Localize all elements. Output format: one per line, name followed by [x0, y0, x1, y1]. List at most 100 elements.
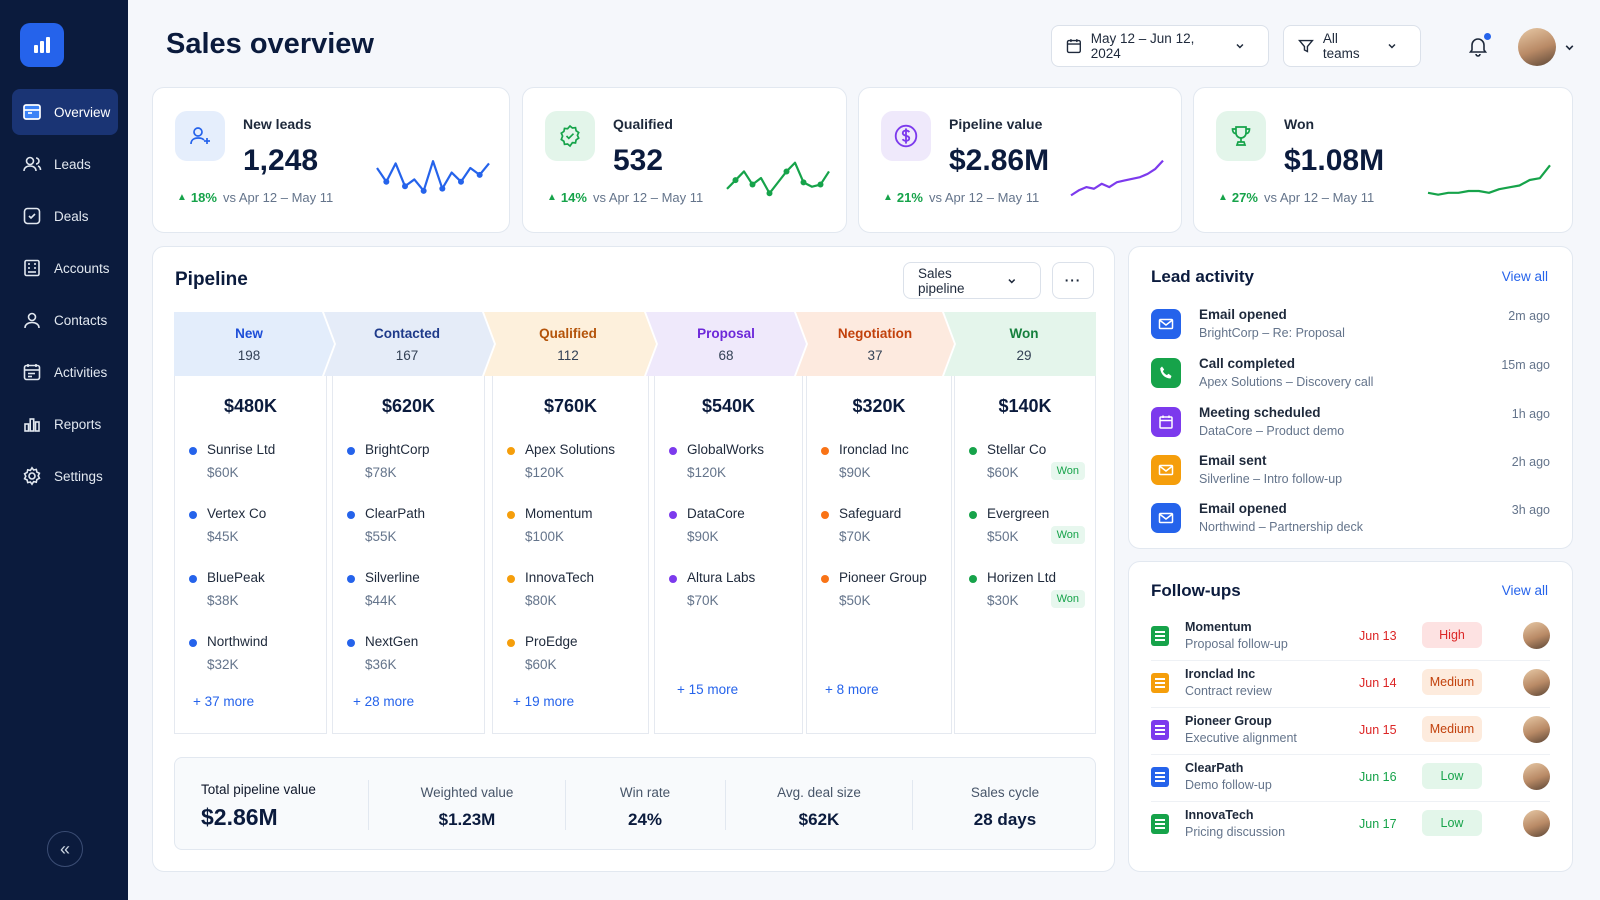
sparkline-point: [402, 183, 408, 190]
stage-column-contacted: $620K BrightCorp $78K ClearPath $55K Silve…: [332, 376, 485, 734]
stage-header-won[interactable]: Won 29: [952, 312, 1096, 376]
show-more-link[interactable]: + 19 more: [513, 694, 575, 709]
activity-item[interactable]: Call completed Apex Solutions – Discover…: [1151, 356, 1550, 400]
user-menu-chevron-icon[interactable]: [1564, 42, 1575, 53]
deal-status-dot: [347, 511, 355, 519]
document-icon: [1151, 673, 1169, 693]
user-avatar[interactable]: [1518, 28, 1556, 66]
kpi-sparkline: [1070, 159, 1164, 197]
activity-time: 3h ago: [1511, 503, 1550, 517]
deal-status-dot: [669, 447, 677, 455]
trend-up-icon: ▲: [547, 192, 557, 203]
sidebar-item-label: Contacts: [54, 312, 108, 328]
stage-header-proposal[interactable]: Proposal 68: [652, 312, 800, 376]
sidebar-item-reports[interactable]: Reports: [12, 401, 118, 447]
stage-header-qualified[interactable]: Qualified 112: [490, 312, 646, 376]
deal-status-dot: [669, 511, 677, 519]
sidebar-item-overview[interactable]: Overview: [12, 89, 118, 135]
deal-name: Sunrise Ltd: [207, 442, 276, 457]
kpi-label: Won: [1284, 116, 1315, 132]
summary-label: Sales cycle: [970, 785, 1040, 800]
activity-item[interactable]: Email opened Northwind – Partnership dec…: [1151, 501, 1550, 545]
activity-title: Email opened: [1199, 307, 1287, 322]
deal-status-dot: [821, 447, 829, 455]
kpi-card-pipeline-value[interactable]: Pipeline value $2.86M ▲ 21% vs Apr 12 – Ma…: [858, 87, 1182, 233]
followups-view-all-link[interactable]: View all: [1501, 583, 1548, 598]
filter-icon: [1298, 39, 1314, 53]
followup-subtitle: Demo follow-up: [1185, 778, 1272, 792]
sidebar-item-leads[interactable]: Leads: [12, 141, 118, 187]
show-more-link[interactable]: + 28 more: [353, 694, 415, 709]
followup-subtitle: Pricing discussion: [1185, 825, 1286, 839]
followup-subtitle: Proposal follow-up: [1185, 637, 1288, 651]
sparkline-point: [783, 168, 790, 175]
assignee-avatar[interactable]: [1523, 763, 1550, 790]
sparkline-point: [800, 179, 807, 186]
followup-row[interactable]: Ironclad Inc Contract review Jun 14 Medi…: [1151, 661, 1550, 708]
deal-name: Vertex Co: [207, 506, 267, 521]
show-more-link[interactable]: + 37 more: [193, 694, 255, 709]
pipeline-selector[interactable]: Sales pipeline: [903, 262, 1041, 299]
deal-name: BluePeak: [207, 570, 265, 585]
stage-header-negotiation[interactable]: Negotiation 37: [802, 312, 948, 376]
stage-count: 37: [867, 347, 883, 363]
summary-divider: [368, 780, 369, 830]
kpi-icon-wrapper: [881, 111, 931, 161]
deal-amount: $120K: [525, 465, 565, 480]
show-more-link[interactable]: + 8 more: [825, 682, 879, 697]
summary-value: $1.23M: [438, 810, 496, 829]
user-plus-icon: [190, 127, 210, 145]
stage-header-contacted[interactable]: Contacted 167: [330, 312, 484, 376]
deal-status-dot: [969, 575, 977, 583]
kpi-card-new-leads[interactable]: New leads 1,248 ▲ 18% vs Apr 12 – May 11: [152, 87, 510, 233]
activity-subtitle: Apex Solutions – Discovery call: [1199, 375, 1374, 389]
deal-name: DataCore: [687, 506, 745, 521]
pipeline-more-button[interactable]: ···: [1052, 262, 1094, 299]
sidebar-item-deals[interactable]: Deals: [12, 193, 118, 239]
notifications-bell-icon[interactable]: [1466, 34, 1490, 58]
show-more-link[interactable]: + 15 more: [677, 682, 739, 697]
deal-amount: $32K: [207, 657, 239, 672]
deal-name: ProEdge: [525, 634, 578, 649]
sidebar-item-contacts[interactable]: Contacts: [12, 297, 118, 343]
sparkline-point: [749, 181, 756, 188]
app-logo[interactable]: [20, 23, 64, 67]
team-filter-label: All teams: [1322, 31, 1360, 61]
deal-status-dot: [189, 511, 197, 519]
followup-subtitle: Executive alignment: [1185, 731, 1297, 745]
activity-item[interactable]: Email opened BrightCorp – Re: Proposal 2…: [1151, 307, 1550, 351]
sidebar-item-accounts[interactable]: Accounts: [12, 245, 118, 291]
activity-item[interactable]: Email sent Silverline – Intro follow-up …: [1151, 453, 1550, 497]
sidebar-item-activities[interactable]: Activities: [12, 349, 118, 395]
sparkline-point: [420, 187, 427, 194]
team-filter[interactable]: All teams: [1283, 25, 1421, 67]
stage-header-new[interactable]: New 198: [174, 312, 324, 376]
sparkline-point: [439, 185, 446, 192]
activity-item[interactable]: Meeting scheduled DataCore – Product dem…: [1151, 405, 1550, 449]
accounts-icon: [24, 259, 40, 277]
followup-row[interactable]: Pioneer Group Executive alignment Jun 15…: [1151, 708, 1550, 755]
deal-name: Apex Solutions: [525, 442, 616, 457]
followup-row[interactable]: InnovaTech Pricing discussion Jun 17 Low: [1151, 802, 1550, 849]
assignee-avatar[interactable]: [1523, 716, 1550, 743]
kpi-label: Qualified: [613, 116, 673, 132]
stage-total: $140K: [998, 396, 1052, 416]
trend-up-icon: ▲: [177, 192, 187, 203]
overview-icon: [23, 104, 41, 120]
collapse-sidebar-button[interactable]: «: [47, 831, 83, 867]
deal-name: Stellar Co: [987, 442, 1047, 457]
followup-row[interactable]: Momentum Proposal follow-up Jun 13 High: [1151, 614, 1550, 661]
assignee-avatar[interactable]: [1523, 622, 1550, 649]
deal-status-dot: [189, 639, 197, 647]
sparkline-point: [458, 178, 464, 185]
chevron-down-icon: [1008, 278, 1016, 283]
kpi-card-won[interactable]: Won $1.08M ▲ 27% vs Apr 12 – May 11: [1193, 87, 1573, 233]
kpi-card-qualified[interactable]: Qualified 532 ▲ 14% vs Apr 12 – May 11: [522, 87, 847, 233]
assignee-avatar[interactable]: [1523, 810, 1550, 837]
sidebar-item-settings[interactable]: Settings: [12, 453, 118, 499]
date-range-picker[interactable]: May 12 – Jun 12, 2024: [1051, 25, 1269, 67]
deal-status-dot: [507, 575, 515, 583]
followup-row[interactable]: ClearPath Demo follow-up Jun 16 Low: [1151, 755, 1550, 802]
lead-activity-view-all-link[interactable]: View all: [1501, 269, 1548, 284]
assignee-avatar[interactable]: [1523, 669, 1550, 696]
